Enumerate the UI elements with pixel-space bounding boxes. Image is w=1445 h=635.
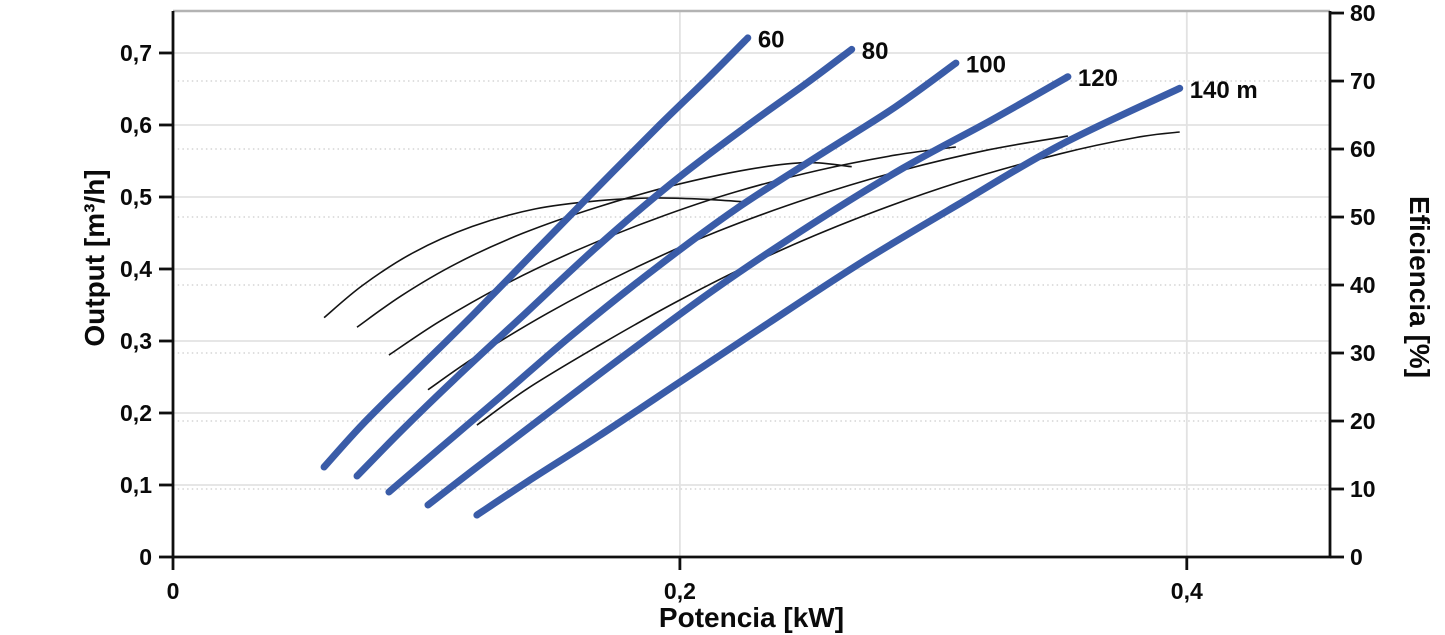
gridlines	[173, 11, 1330, 557]
curve-label-140: 140 m	[1190, 77, 1258, 104]
y-left-tick-label: 0,5	[120, 184, 152, 210]
y-right-tick-label: 50	[1350, 204, 1376, 230]
efficiency-curve-80	[356, 161, 852, 328]
y-right-tick-label: 20	[1350, 408, 1376, 434]
curve-label-60: 60	[758, 26, 785, 53]
y-right-tick-label: 80	[1350, 0, 1376, 26]
x-axis-title: Potencia [kW]	[658, 602, 845, 633]
flow-curve-100	[385, 59, 960, 496]
flow-curve-80	[353, 45, 856, 480]
y-right-tick-label: 60	[1350, 136, 1376, 162]
y-right-tick-label: 10	[1350, 476, 1376, 502]
efficiency-curve-140	[476, 131, 1180, 426]
efficiency-curve-120	[427, 135, 1069, 391]
flow-curves	[320, 34, 1184, 519]
flow-curve-120	[424, 73, 1072, 509]
y-right-tick-label: 30	[1350, 340, 1376, 366]
y-right-tick-label: 40	[1350, 272, 1376, 298]
y-left-tick-label: 0,3	[120, 328, 152, 354]
y-axis-left-title: Output [m³/h]	[79, 169, 110, 347]
x-tick-label: 0,2	[664, 578, 696, 604]
y-left-tick-label: 0,4	[120, 256, 152, 282]
y-left-tick-label: 0,2	[120, 400, 152, 426]
curve-labels: 60 80 100 120 140 m	[758, 26, 1258, 103]
x-tick-label: 0,4	[1171, 578, 1203, 604]
curve-label-120: 120	[1078, 65, 1118, 92]
y-right-tick-label: 70	[1350, 68, 1376, 94]
efficiency-curve-60	[323, 197, 748, 319]
y-left-tick-label: 0,1	[120, 472, 152, 498]
curve-label-80: 80	[862, 38, 889, 65]
y-axis-right-title: Eficiencia [%]	[1404, 195, 1435, 379]
efficiency-curves	[323, 131, 1180, 426]
y-left-tick-label: 0,6	[120, 112, 152, 138]
flow-curve-60	[320, 34, 752, 471]
y-left-tick-label: 0,7	[120, 40, 152, 66]
curve-label-100: 100	[966, 52, 1006, 79]
plot-frame	[171, 9, 1332, 559]
efficiency-curve-100	[388, 146, 957, 356]
y-left-tick-label: 0	[139, 544, 152, 570]
flow-curve-140	[473, 84, 1184, 519]
y-right-tick-label: 0	[1350, 544, 1363, 570]
axis-ticks-and-labels: 0 0,1 0,2 0,3 0,4 0,5 0,6 0,7 0 10 20 30 40 50 60 70 80 0…	[120, 0, 1376, 604]
x-tick-label: 0	[167, 578, 180, 604]
